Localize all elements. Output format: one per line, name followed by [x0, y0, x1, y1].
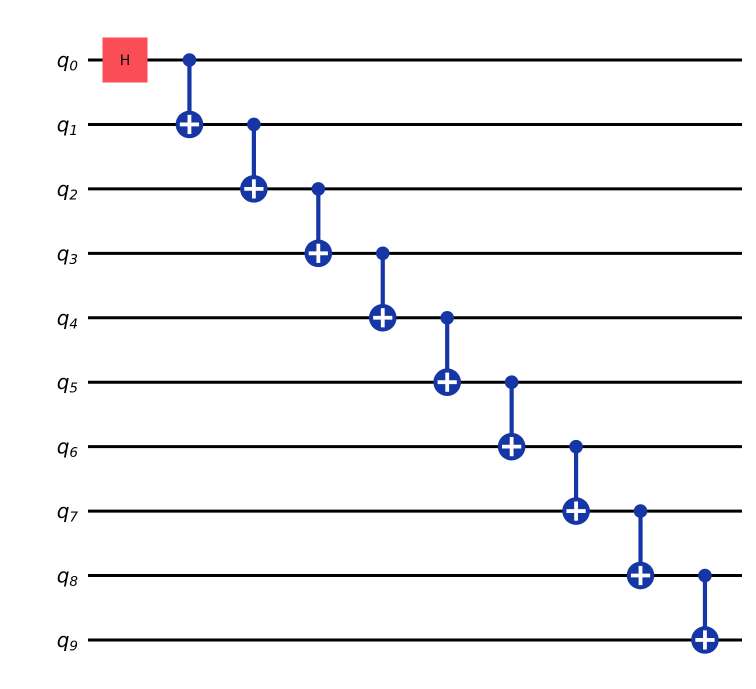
h-gate-box-q0 [102, 37, 148, 83]
cnot-control-dot-q5 [504, 375, 519, 390]
cnot-control-dot-q6 [569, 439, 583, 454]
qubit-label-q4: q4 [57, 306, 78, 333]
qubit-label-q0: q0 [57, 48, 78, 75]
cnot-control-dot-q8 [698, 568, 712, 583]
qubit-label-q8: q8 [57, 564, 78, 591]
cnot-control-dot-q2 [311, 182, 326, 196]
cnot-control-dot-q3 [375, 246, 390, 261]
cnot-control-dot-q0 [182, 53, 197, 67]
qubit-label-q9: q9 [57, 628, 78, 655]
cnot-control-dot-q4 [440, 310, 455, 325]
cnot-control-dot-q1 [247, 117, 261, 132]
h-gate-label: H [120, 53, 131, 69]
qubit-label-q7: q7 [57, 499, 79, 526]
qubit-label-q3: q3 [57, 241, 78, 268]
qubit-label-q1: q1 [57, 112, 78, 139]
cnot-control-dot-q7 [633, 504, 648, 518]
qubit-label-q2: q2 [57, 177, 78, 204]
qubit-label-q5: q5 [57, 370, 78, 397]
qubit-label-q6: q6 [57, 435, 78, 462]
